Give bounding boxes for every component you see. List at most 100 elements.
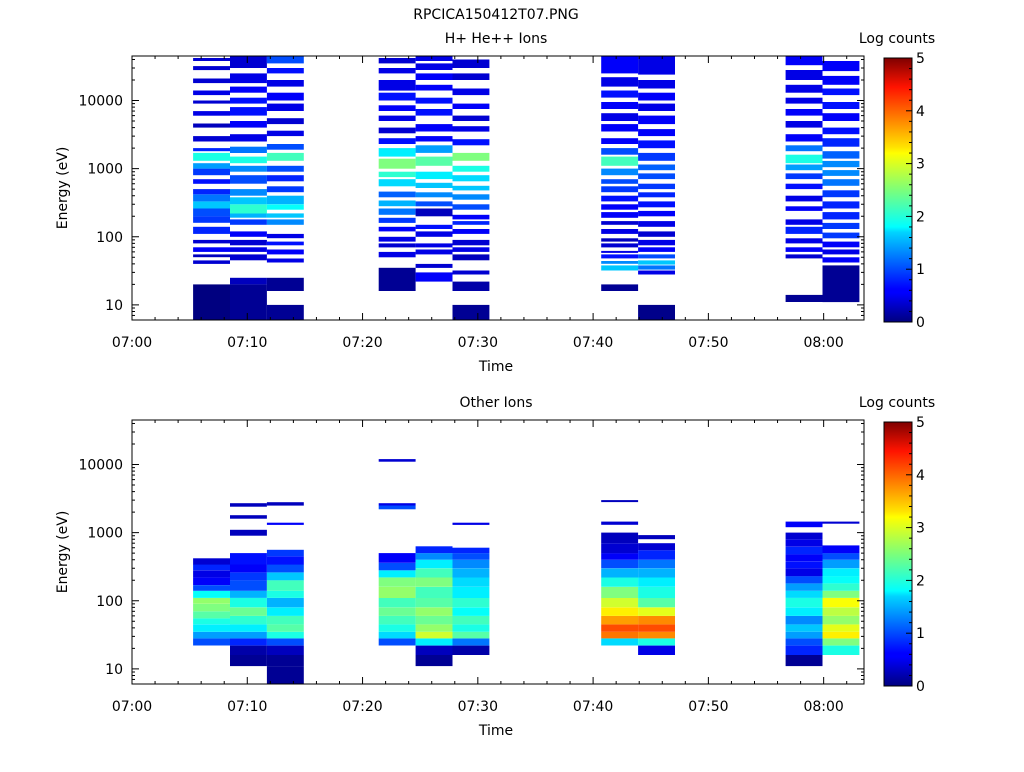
- heatmap-cell: [415, 124, 453, 132]
- panel-h-he-ions: H+ He++ Ions Log counts 07:00 07:10 07:20 0…: [55, 31, 935, 375]
- heatmap-cell: [638, 164, 675, 171]
- heatmap-cell: [638, 550, 675, 560]
- y-tick-label: 1000: [87, 162, 123, 178]
- heatmap-cell: [230, 515, 267, 519]
- heatmap-cell: [230, 277, 267, 285]
- heatmap-cell: [230, 219, 267, 225]
- heatmap-cell: [266, 233, 304, 239]
- heatmap-cell: [193, 208, 230, 217]
- heatmap-cell: [378, 553, 416, 563]
- heatmap-cell: [378, 208, 416, 215]
- heatmap-cell: [785, 539, 823, 547]
- heatmap-cell: [822, 212, 860, 220]
- heatmap-cell: [415, 615, 453, 625]
- y-axis-label: Energy (eV): [55, 511, 71, 594]
- heatmap-cell: [452, 59, 490, 68]
- heatmap-cell: [193, 216, 230, 223]
- heatmap-cell: [193, 631, 230, 639]
- heatmap-cell: [601, 559, 639, 569]
- heatmap-cell: [822, 597, 860, 608]
- heatmap-cell: [378, 226, 416, 232]
- colorbar-tick-label: 3: [916, 521, 925, 537]
- heatmap-cell: [266, 556, 304, 565]
- heatmap-cell: [266, 92, 304, 101]
- heatmap-cell: [266, 522, 304, 525]
- heatmap-cell: [378, 624, 416, 632]
- heatmap-cell: [785, 254, 823, 259]
- y-tick-label: 100: [96, 230, 123, 246]
- heatmap-cell: [601, 543, 639, 554]
- heatmap-cell: [601, 113, 639, 121]
- heatmap-cell: [785, 568, 823, 577]
- heatmap-cell: [230, 213, 267, 218]
- heatmap-cell: [822, 201, 860, 209]
- heatmap-cell: [785, 206, 823, 211]
- heatmap-cell: [378, 80, 416, 91]
- heatmap-cell: [785, 576, 823, 584]
- heatmap-cell: [452, 254, 490, 261]
- heatmap-cell: [415, 182, 453, 188]
- heatmap-cell: [230, 590, 267, 598]
- heatmap-cell: [638, 304, 675, 320]
- heatmap-cell: [452, 615, 490, 625]
- heatmap-cell: [785, 84, 823, 93]
- x-tick-label: 07:20: [342, 335, 382, 351]
- heatmap-cell: [601, 77, 639, 87]
- heatmap-cell: [193, 168, 230, 176]
- heatmap-cell: [415, 272, 453, 282]
- heatmap-cell: [378, 570, 416, 578]
- heatmap-cell: [415, 624, 453, 632]
- heatmap-cell: [822, 583, 860, 591]
- heatmap-cell: [266, 68, 304, 74]
- heatmap-cell: [638, 631, 675, 639]
- heatmap-cell: [378, 503, 416, 506]
- x-tick-label: 07:20: [342, 699, 382, 715]
- heatmap-cell: [452, 214, 490, 220]
- heatmap-cell: [266, 615, 304, 625]
- heatmap-cell: [638, 577, 675, 587]
- heatmap-cell: [822, 222, 860, 229]
- y-tick-label: 10: [105, 662, 123, 678]
- heatmap-cell: [266, 175, 304, 182]
- heatmap-cell: [785, 56, 823, 66]
- heatmap-cell: [785, 70, 823, 80]
- heatmap-cell: [378, 179, 416, 187]
- colorbar-ticks: 0 1 2 3 4 5: [906, 51, 925, 331]
- heatmap-cell: [601, 238, 639, 242]
- heatmap-cell: [785, 655, 823, 667]
- heatmap-cell: [193, 148, 230, 152]
- heatmap-cell: [415, 208, 453, 217]
- heatmap-cell: [266, 144, 304, 150]
- heatmap-cell: [601, 284, 639, 291]
- heatmap-cell: [193, 136, 230, 142]
- colorbar-tick-label: 0: [916, 315, 925, 331]
- heatmap-cell: [638, 103, 675, 111]
- heatmap-cell: [601, 138, 639, 144]
- heatmap-cell: [601, 90, 639, 98]
- heatmap-cell: [452, 553, 490, 560]
- heatmap-cell: [193, 201, 230, 209]
- heatmap-cell: [822, 232, 860, 239]
- colorbar-tick-label: 1: [916, 626, 925, 642]
- heatmap-cell: [266, 304, 304, 320]
- colorbar-tick-label: 3: [916, 157, 925, 173]
- heatmap-cell: [822, 568, 860, 577]
- heatmap-cell: [601, 124, 639, 132]
- heatmap-cell: [415, 109, 453, 116]
- heatmap-cell: [193, 624, 230, 632]
- heatmap-cell: [193, 66, 230, 71]
- x-tick-label: 07:10: [227, 335, 267, 351]
- heatmap-cell: [822, 638, 860, 646]
- heatmap-cell: [415, 631, 453, 639]
- heatmap-cell: [378, 217, 416, 223]
- heatmap-cell: [230, 564, 267, 573]
- heatmap-cell: [415, 577, 453, 587]
- heatmap-cell: [638, 535, 675, 540]
- heatmap-cell: [601, 615, 639, 625]
- heatmap-cell: [230, 615, 267, 625]
- heatmap-cell: [266, 580, 304, 591]
- heatmap-cell: [378, 148, 416, 157]
- heatmap-cell: [266, 152, 304, 161]
- heatmap-cell: [266, 186, 304, 193]
- heatmap-cell: [785, 226, 823, 234]
